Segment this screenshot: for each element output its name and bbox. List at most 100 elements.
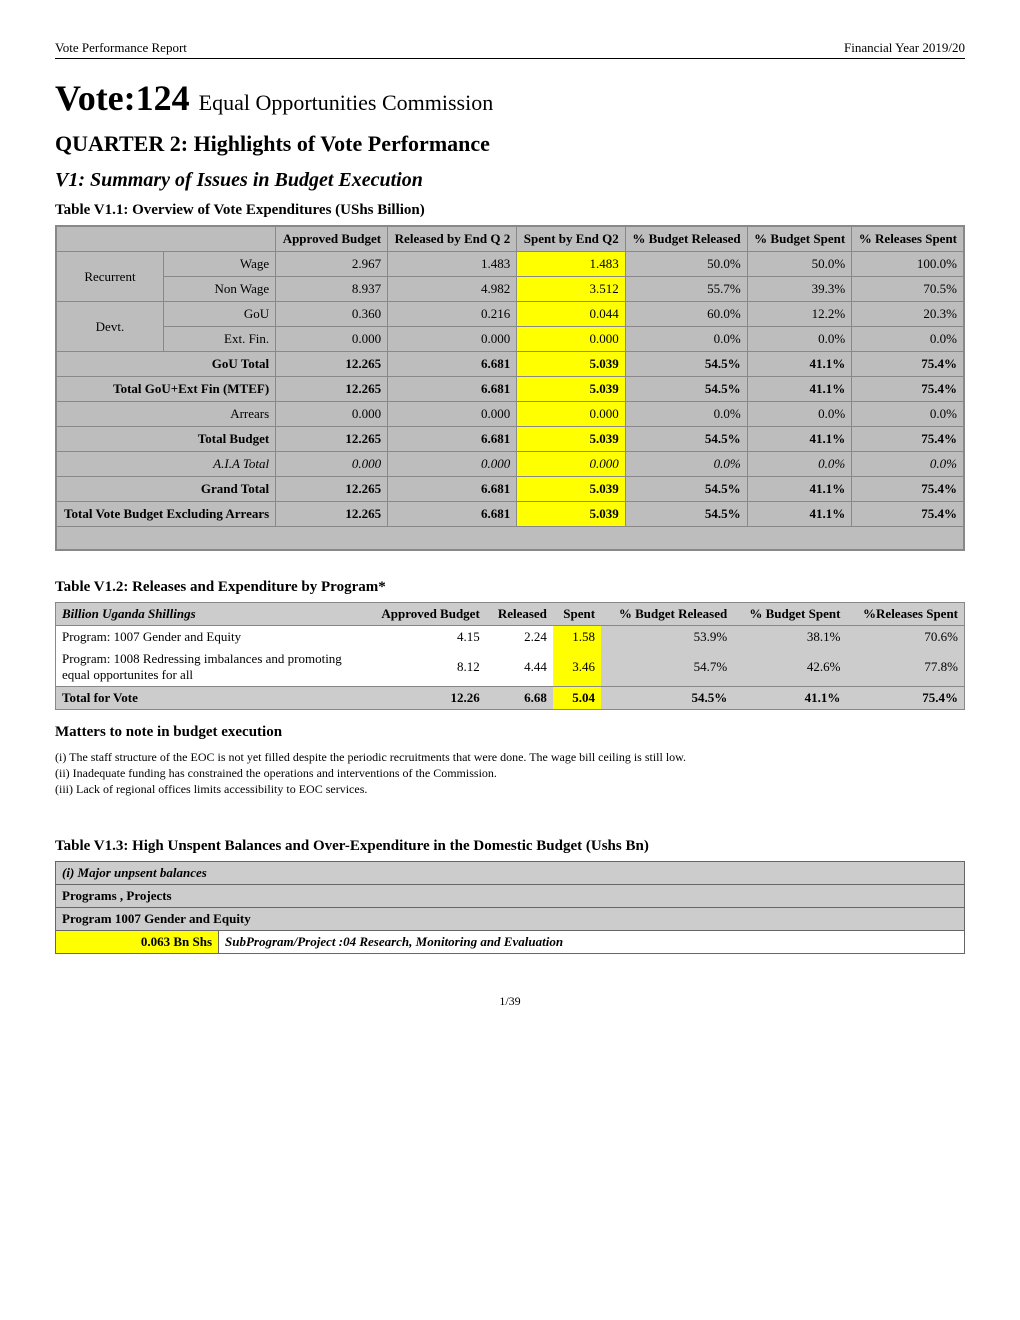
t1-cell: 0.000 — [388, 327, 517, 352]
quarter-title: QUARTER 2: Highlights of Vote Performanc… — [55, 131, 965, 157]
t2-cell: 2.24 — [486, 626, 553, 649]
t1-cell: 0.044 — [517, 302, 626, 327]
t1-cell: 75.4% — [852, 502, 964, 527]
t1-cell: 8.937 — [276, 277, 388, 302]
t1-cat: Recurrent — [56, 252, 163, 302]
t2-cell: 75.4% — [846, 687, 964, 710]
t1-cell: 6.681 — [388, 377, 517, 402]
matters-line: (i) The staff structure of the EOC is no… — [55, 749, 965, 765]
t3-programs-projects: Programs , Projects — [56, 884, 965, 907]
t1-cell: 41.1% — [747, 352, 852, 377]
t2-unit-label: Billion Uganda Shillings — [56, 603, 365, 626]
vote-number: 124 — [136, 78, 190, 118]
t1-cell: 20.3% — [852, 302, 964, 327]
t1-cell: 6.681 — [388, 477, 517, 502]
t1-cat: Devt. — [56, 302, 163, 352]
page-header: Vote Performance Report Financial Year 2… — [55, 40, 965, 59]
t1-cell: 6.681 — [388, 352, 517, 377]
t1-col: Spent by End Q2 — [517, 226, 626, 252]
t1-cell: 55.7% — [625, 277, 747, 302]
matters-body: (i) The staff structure of the EOC is no… — [55, 749, 965, 798]
t1-cell: 1.483 — [388, 252, 517, 277]
t2-col: %Releases Spent — [846, 603, 964, 626]
t1-cell: 0.0% — [625, 327, 747, 352]
t1-row-label: GoU — [163, 302, 275, 327]
t1-cell: 50.0% — [625, 252, 747, 277]
t2-cell: 54.7% — [601, 648, 733, 687]
t2-cell: 4.44 — [486, 648, 553, 687]
t1-cell: 2.967 — [276, 252, 388, 277]
t2-row-label: Program: 1008 Redressing imbalances and … — [56, 648, 365, 687]
table1-title: Table V1.1: Overview of Vote Expenditure… — [55, 202, 965, 219]
t2-cell: 5.04 — [553, 687, 601, 710]
t1-total-label: GoU Total — [56, 352, 276, 377]
t1-cell: 0.0% — [852, 327, 964, 352]
t1-cell: 12.265 — [276, 377, 388, 402]
t1-cell: 0.000 — [276, 327, 388, 352]
t1-cell: 75.4% — [852, 477, 964, 502]
t1-col: % Releases Spent — [852, 226, 964, 252]
t1-cell: 0.0% — [852, 402, 964, 427]
t1-cell: 0.000 — [517, 402, 626, 427]
t1-cell: 54.5% — [625, 427, 747, 452]
t2-cell: 4.15 — [365, 626, 486, 649]
t2-cell: 3.46 — [553, 648, 601, 687]
t1-cell: 1.483 — [517, 252, 626, 277]
t2-cell: 6.68 — [486, 687, 553, 710]
t1-col: Approved Budget — [276, 226, 388, 252]
t1-cell: 5.039 — [517, 352, 626, 377]
header-left: Vote Performance Report — [55, 40, 187, 56]
t1-col: % Budget Spent — [747, 226, 852, 252]
t2-cell: 53.9% — [601, 626, 733, 649]
t1-cell: 12.265 — [276, 477, 388, 502]
table3: (i) Major unpsent balances Programs , Pr… — [55, 861, 965, 954]
table2: Billion Uganda Shillings Approved Budget… — [55, 602, 965, 710]
t1-cell: 41.1% — [747, 377, 852, 402]
t1-total-label: Grand Total — [56, 477, 276, 502]
t2-total-label: Total for Vote — [56, 687, 365, 710]
t1-cell: 54.5% — [625, 502, 747, 527]
t1-cell: 0.000 — [517, 327, 626, 352]
t1-cell: 12.265 — [276, 427, 388, 452]
t1-total-label: Total Vote Budget Excluding Arrears — [56, 502, 276, 527]
t2-col: % Budget Released — [601, 603, 733, 626]
t1-cell: 60.0% — [625, 302, 747, 327]
t1-total-label: Total GoU+Ext Fin (MTEF) — [56, 377, 276, 402]
t1-cell: 0.0% — [747, 327, 852, 352]
t1-cell: 100.0% — [852, 252, 964, 277]
vote-name: Equal Opportunities Commission — [199, 90, 494, 115]
t1-cell: 4.982 — [388, 277, 517, 302]
t2-cell: 8.12 — [365, 648, 486, 687]
t1-cell: 12.2% — [747, 302, 852, 327]
t1-cell: 0.000 — [276, 452, 388, 477]
t1-cell: 0.0% — [747, 452, 852, 477]
t1-cell: 12.265 — [276, 352, 388, 377]
t2-cell: 38.1% — [733, 626, 846, 649]
matters-title: Matters to note in budget execution — [55, 724, 965, 741]
matters-line: (ii) Inadequate funding has constrained … — [55, 765, 965, 781]
t1-cell: 75.4% — [852, 427, 964, 452]
t2-cell: 54.5% — [601, 687, 733, 710]
t1-cell: 54.5% — [625, 477, 747, 502]
t3-amount: 0.063 Bn Shs — [56, 930, 219, 953]
t3-program: Program 1007 Gender and Equity — [56, 907, 965, 930]
matters-line: (iii) Lack of regional offices limits ac… — [55, 781, 965, 797]
t1-cell: 41.1% — [747, 502, 852, 527]
t1-cell: 0.360 — [276, 302, 388, 327]
t1-cell: 0.000 — [517, 452, 626, 477]
t2-cell: 70.6% — [846, 626, 964, 649]
t2-cell: 77.8% — [846, 648, 964, 687]
t1-cell: 0.0% — [625, 452, 747, 477]
t2-col: Approved Budget — [365, 603, 486, 626]
t1-cell: 41.1% — [747, 427, 852, 452]
t1-cell: 0.000 — [276, 402, 388, 427]
t2-cell: 1.58 — [553, 626, 601, 649]
v1-title: V1: Summary of Issues in Budget Executio… — [55, 169, 965, 192]
t1-cell: 75.4% — [852, 352, 964, 377]
t1-cell: 41.1% — [747, 477, 852, 502]
t1-cell: 5.039 — [517, 477, 626, 502]
t1-cell: 5.039 — [517, 427, 626, 452]
t1-cell: 0.000 — [388, 402, 517, 427]
t1-cell: 75.4% — [852, 377, 964, 402]
t3-subprogram: SubProgram/Project :04 Research, Monitor… — [219, 930, 965, 953]
